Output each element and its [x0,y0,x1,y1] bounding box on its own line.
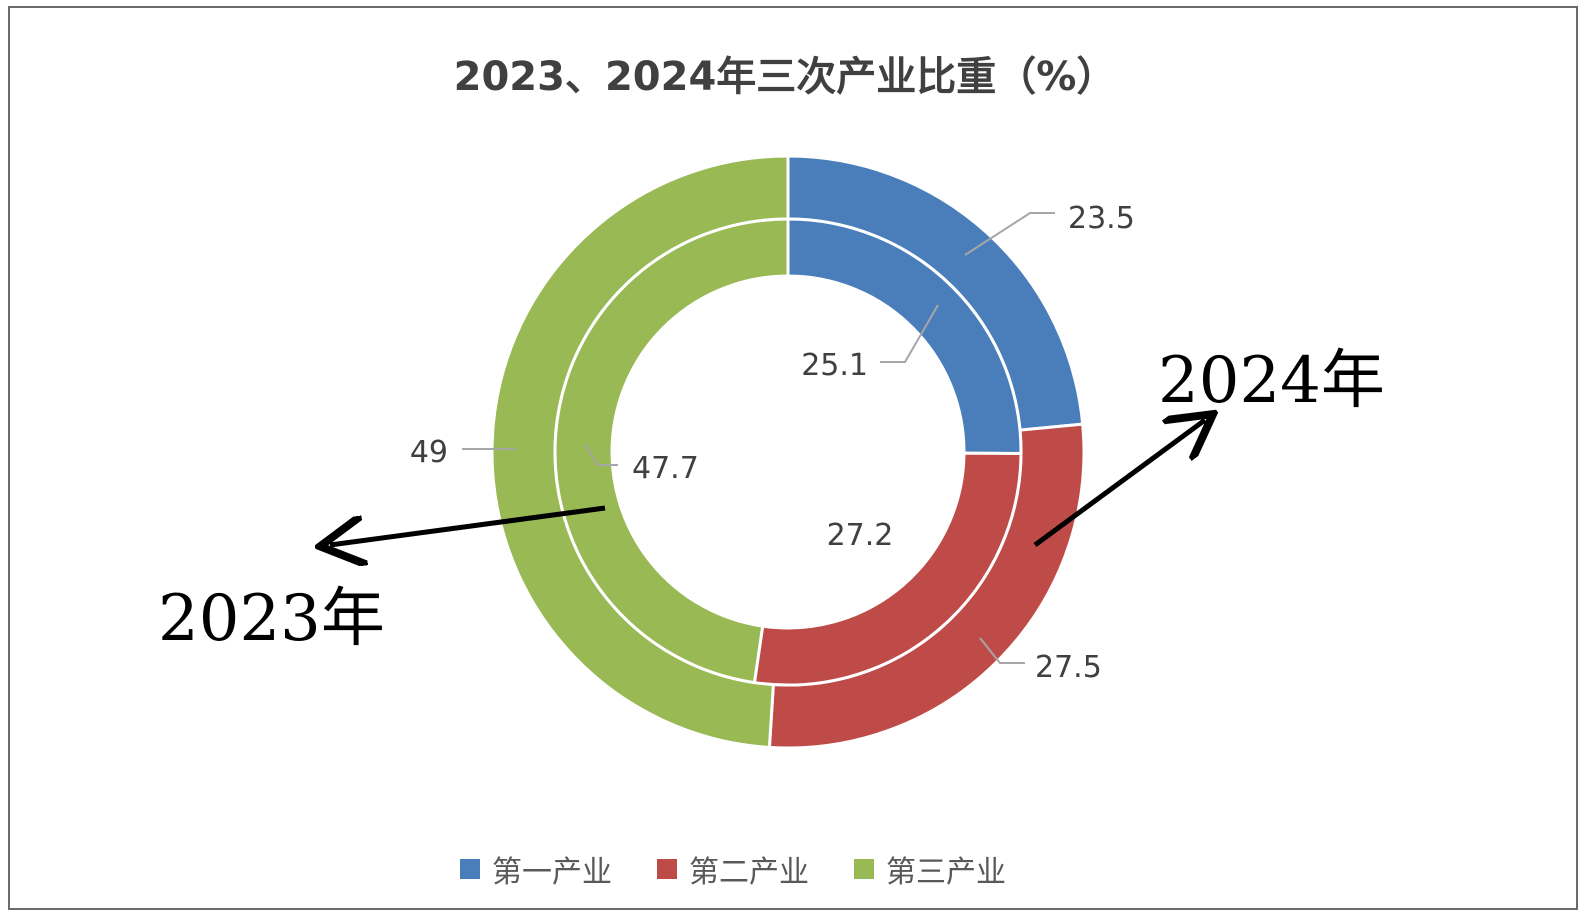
legend-swatch-tertiary [854,859,874,879]
legend-swatch-secondary [657,859,677,879]
inner-leader-line-3 [584,444,618,466]
inner-slice-3 [553,217,790,685]
inner-ring-2023 [553,217,1023,687]
legend-swatch-primary [460,859,480,879]
legend-label-secondary: 第二产业 [689,855,809,890]
outer-leader-line-1 [964,212,1055,256]
arrow-2024 [1033,420,1205,548]
leader-lines [462,212,1055,664]
legend-label-tertiary: 第三产业 [886,855,1006,890]
arrow-2023 [330,505,606,545]
outer-leader-line-2 [979,637,1025,664]
chart-title: 2023、2024年三次产业比重（%） [454,54,1117,100]
annotation-2024: 2024年 [1158,344,1385,418]
outer-data-label-2: 27.5 [1035,650,1102,685]
outer-data-label-3: 49 [410,435,448,470]
inner-data-label-2: 27.2 [827,518,894,553]
inner-data-label-3: 47.7 [632,451,699,486]
data-labels: 23.5 27.5 49 25.1 27.2 47.7 [410,201,1135,685]
annotation-2023: 2023年 [158,582,385,656]
inner-leader-line-1 [880,304,939,363]
inner-data-label-1: 25.1 [801,348,868,383]
outer-data-label-1: 23.5 [1068,201,1135,236]
outer-ring-2024 [490,154,1086,750]
legend: 第一产业 第二产业 第三产业 [460,855,1006,890]
legend-label-primary: 第一产业 [492,855,612,890]
